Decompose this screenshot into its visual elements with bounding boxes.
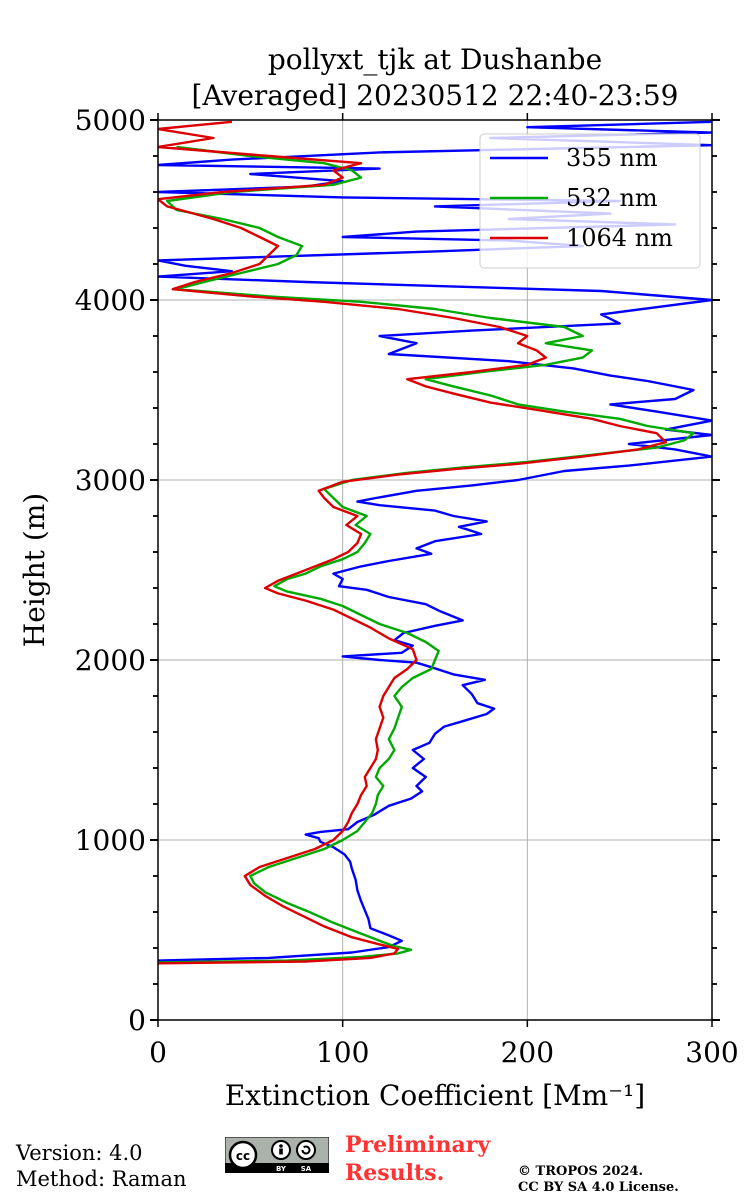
chart-title: pollyxt_tjk at Dushanbe bbox=[267, 43, 603, 76]
chart-subtitle: [Averaged] 20230512 22:40-23:59 bbox=[191, 79, 679, 112]
x-tick-label: 100 bbox=[316, 1036, 369, 1069]
x-tick-label: 200 bbox=[501, 1036, 554, 1069]
y-tick-label: 2000 bbox=[75, 644, 146, 677]
cc-by-sa-badge-icon: cc BY SA bbox=[225, 1137, 329, 1173]
x-tick-label: 300 bbox=[685, 1036, 738, 1069]
y-axis-label: Height (m) bbox=[18, 493, 51, 647]
plot-frame bbox=[157, 119, 713, 1021]
y-tick-label: 5000 bbox=[75, 104, 146, 137]
preliminary-results-notice: Preliminary Results. bbox=[345, 1131, 490, 1187]
preliminary-line-1: Preliminary bbox=[345, 1132, 491, 1158]
grid-lines bbox=[158, 120, 712, 1020]
svg-text:BY: BY bbox=[276, 1165, 287, 1173]
legend-label: 1064 nm bbox=[566, 224, 673, 252]
legend-label: 355 nm bbox=[566, 144, 658, 172]
version-label: Version: 4.0 bbox=[16, 1141, 143, 1165]
preliminary-line-2: Results. bbox=[345, 1160, 445, 1186]
svg-text:cc: cc bbox=[236, 1149, 250, 1163]
y-tick-label: 0 bbox=[128, 1004, 146, 1037]
y-tick-label: 1000 bbox=[75, 824, 146, 857]
method-label: Method: Raman bbox=[16, 1167, 187, 1191]
x-tick-label: 0 bbox=[149, 1036, 167, 1069]
legend-label: 532 nm bbox=[566, 184, 658, 212]
y-tick-label: 4000 bbox=[75, 284, 146, 317]
y-tick-label: 3000 bbox=[75, 464, 146, 497]
legend: 355 nm 532 nm 1064 nm bbox=[479, 133, 701, 269]
x-axis-label: Extinction Coefficient [Mm⁻¹] bbox=[225, 1079, 645, 1112]
series-line-532-nm bbox=[158, 145, 695, 964]
copyright-line-2: CC BY SA 4.0 License. bbox=[518, 1180, 679, 1195]
series-line-1064-nm bbox=[158, 120, 667, 965]
copyright-notice: © TROPOS 2024. CC BY SA 4.0 License. bbox=[518, 1164, 679, 1196]
copyright-line-1: © TROPOS 2024. bbox=[518, 1164, 644, 1179]
svg-text:SA: SA bbox=[301, 1165, 312, 1173]
legend-box bbox=[479, 133, 701, 269]
